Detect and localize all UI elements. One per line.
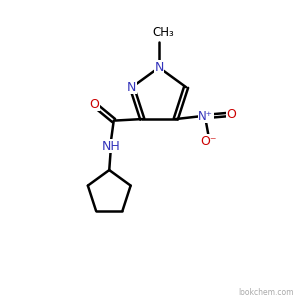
Text: O: O xyxy=(226,108,236,121)
Text: NH: NH xyxy=(101,140,120,153)
Text: O: O xyxy=(89,98,99,111)
Text: O⁻: O⁻ xyxy=(200,135,217,148)
Text: N: N xyxy=(154,61,164,74)
Text: CH₃: CH₃ xyxy=(153,26,174,39)
Text: lookchem.com: lookchem.com xyxy=(238,288,294,297)
Text: N: N xyxy=(127,81,136,94)
Text: N⁺: N⁺ xyxy=(198,110,213,123)
